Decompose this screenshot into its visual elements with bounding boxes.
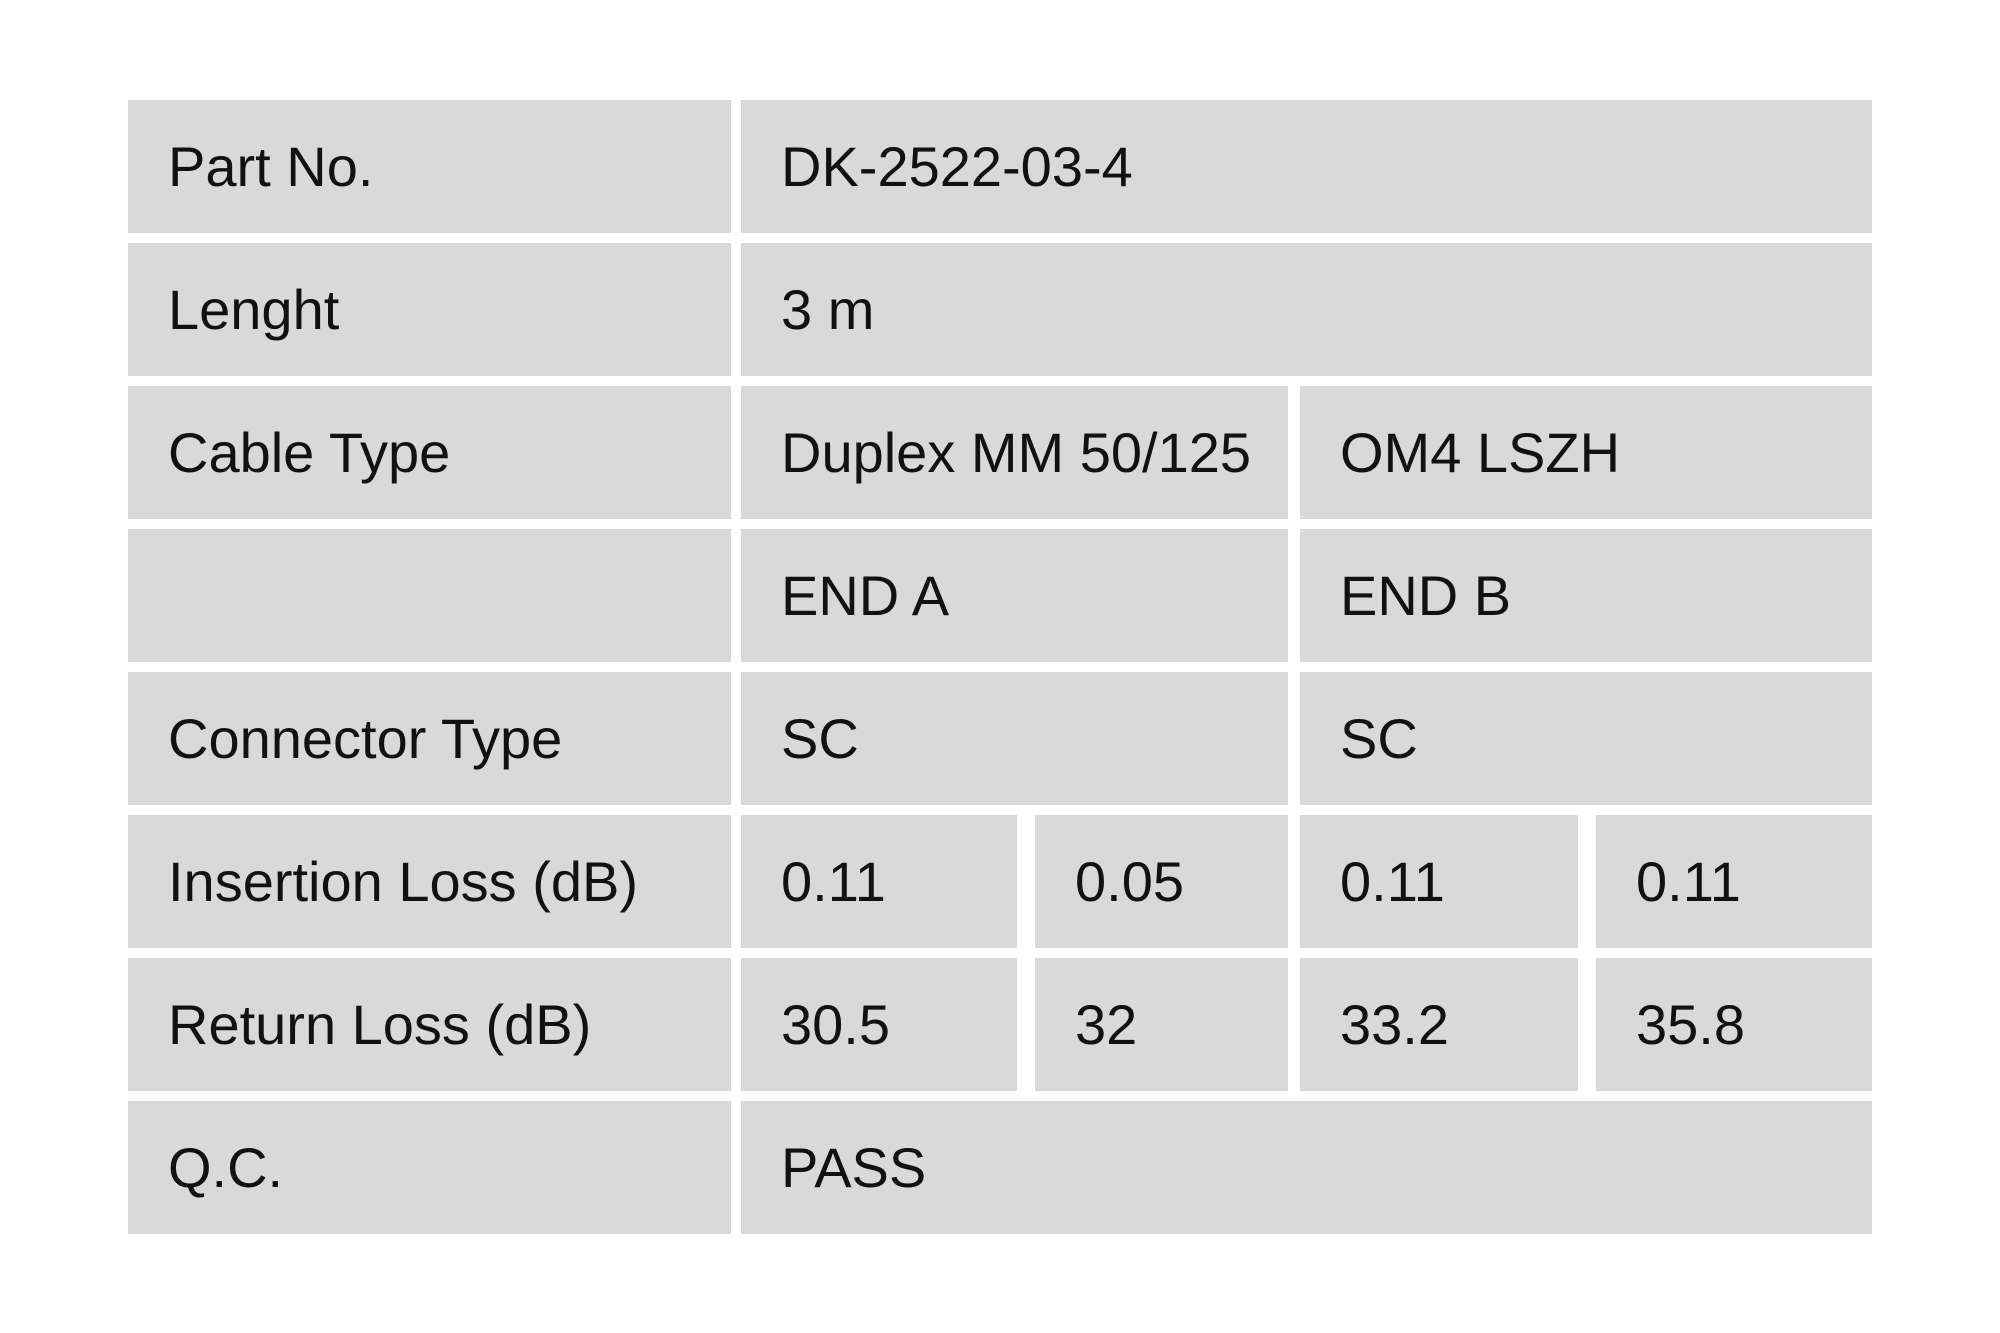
length-label-cell: Lenght [128, 243, 731, 376]
return-loss-end-b1-cell: 33.2 [1300, 958, 1578, 1091]
return-loss-label: Return Loss (dB) [168, 993, 592, 1056]
cable-type-label: Cable Type [168, 421, 451, 484]
return-loss-end-a1-cell: 30.5 [741, 958, 1017, 1091]
connector-type-end-b: SC [1340, 707, 1418, 770]
end-b-header-cell: END B [1300, 529, 1872, 662]
insertion-loss-end-a2: 0.05 [1075, 850, 1184, 913]
return-loss-end-b2-cell: 35.8 [1596, 958, 1872, 1091]
return-loss-end-a1: 30.5 [781, 993, 890, 1056]
cable-type-value-a-cell: Duplex MM 50/125 [741, 386, 1288, 519]
cable-qc-spec-table: Part No. DK-2522-03-4 Lenght 3 m Cable T… [128, 100, 1872, 1234]
part-no-label: Part No. [168, 135, 374, 198]
length-value-cell: 3 m [741, 243, 1872, 376]
insertion-loss-end-a1-cell: 0.11 [741, 815, 1017, 948]
insertion-loss-label: Insertion Loss (dB) [168, 850, 638, 913]
part-no-label-cell: Part No. [128, 100, 731, 233]
connector-type-label: Connector Type [168, 707, 563, 770]
connector-type-end-a-cell: SC [741, 672, 1288, 805]
insertion-loss-end-a1: 0.11 [781, 850, 886, 913]
connector-type-end-b-cell: SC [1300, 672, 1872, 805]
connector-type-label-cell: Connector Type [128, 672, 731, 805]
return-loss-end-a2: 32 [1075, 993, 1138, 1056]
cable-type-label-cell: Cable Type [128, 386, 731, 519]
insertion-loss-label-cell: Insertion Loss (dB) [128, 815, 731, 948]
end-a-header: END A [781, 564, 950, 627]
insertion-loss-end-b2: 0.11 [1636, 850, 1741, 913]
end-a-header-cell: END A [741, 529, 1288, 662]
part-no-value-cell: DK-2522-03-4 [741, 100, 1872, 233]
return-loss-end-a2-cell: 32 [1035, 958, 1288, 1091]
return-loss-end-b2: 35.8 [1636, 993, 1745, 1056]
insertion-loss-end-a2-cell: 0.05 [1035, 815, 1288, 948]
return-loss-end-b1: 33.2 [1340, 993, 1449, 1056]
insertion-loss-end-b1-cell: 0.11 [1300, 815, 1578, 948]
return-loss-label-cell: Return Loss (dB) [128, 958, 731, 1091]
insertion-loss-end-b1: 0.11 [1340, 850, 1445, 913]
qc-value-cell: PASS [741, 1101, 1872, 1234]
cable-type-value-b-cell: OM4 LSZH [1300, 386, 1872, 519]
end-b-header: END B [1340, 564, 1512, 627]
cable-type-value-a: Duplex MM 50/125 [781, 421, 1252, 484]
length-label: Lenght [168, 278, 340, 341]
connector-type-end-a: SC [781, 707, 859, 770]
part-no-value: DK-2522-03-4 [781, 135, 1133, 198]
qc-value: PASS [781, 1136, 927, 1199]
cable-type-value-b: OM4 LSZH [1340, 421, 1621, 484]
qc-label: Q.C. [168, 1136, 284, 1199]
length-value: 3 m [781, 278, 875, 341]
qc-label-cell: Q.C. [128, 1101, 731, 1234]
ends-header-empty-cell [128, 529, 731, 662]
insertion-loss-end-b2-cell: 0.11 [1596, 815, 1872, 948]
